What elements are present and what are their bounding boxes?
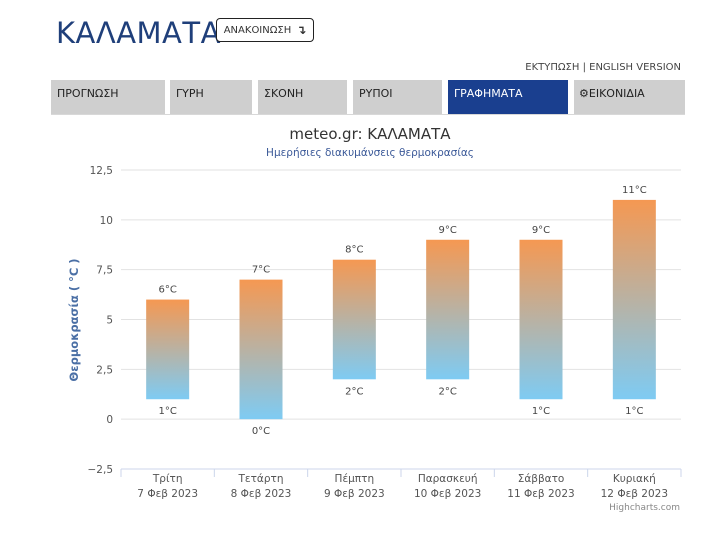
tab-label: ΓΥΡΗ	[176, 87, 204, 100]
tab-label: ΕΙΚΟΝΙΔΙΑ	[588, 87, 645, 100]
y-tick-label: 12,5	[90, 165, 113, 177]
x-tick-day: Πέμπτη	[335, 473, 375, 485]
arrow-down-icon: ↴	[296, 23, 307, 37]
x-tick-day: Τετάρτη	[238, 473, 284, 485]
temperature-bar[interactable]	[239, 279, 283, 420]
low-temp-label: 1°C	[158, 406, 176, 417]
y-tick-label: 0	[106, 414, 113, 426]
tab-forecast[interactable]: ΠΡΟΓΝΩΣΗ	[51, 80, 165, 114]
announcement-label: ΑΝΑΚΟΙΝΩΣΗ	[223, 24, 292, 36]
y-tick-label: 5	[106, 315, 113, 327]
x-tick-date: 7 Φεβ 2023	[137, 488, 198, 500]
temperature-bar[interactable]	[426, 239, 470, 380]
tab-charts[interactable]: ΓΡΑΦΗΜΑΤΑ	[448, 80, 568, 114]
y-tick-label: 2,5	[96, 364, 113, 376]
low-temp-label: 2°C	[345, 386, 363, 397]
x-tick-date: 10 Φεβ 2023	[414, 488, 481, 500]
tab-bar: ΠΡΟΓΝΩΣΗ ΓΥΡΗ ΣΚΟΝΗ ΡΥΠΟΙ ΓΡΑΦΗΜΑΤΑ ⚙ΕΙΚ…	[51, 80, 685, 115]
y-tick-label: −2,5	[88, 464, 114, 476]
high-temp-label: 11°C	[622, 185, 647, 196]
link-separator: |	[579, 62, 590, 73]
x-tick-day: Σάββατο	[518, 473, 565, 485]
tab-label: ΠΡΟΓΝΩΣΗ	[57, 87, 119, 100]
temperature-bar[interactable]	[519, 239, 563, 400]
page-title: ΚΑΛΑΜΑΤΑ	[56, 16, 221, 50]
x-tick-day: Τρίτη	[152, 473, 183, 485]
x-tick-date: 9 Φεβ 2023	[324, 488, 385, 500]
top-links: ΕΚΤΥΠΩΣΗ | ENGLISH VERSION	[525, 62, 681, 73]
low-temp-label: 0°C	[252, 426, 270, 437]
tab-pollen[interactable]: ΓΥΡΗ	[170, 80, 252, 114]
x-tick-date: 12 Φεβ 2023	[601, 488, 668, 500]
announcement-button[interactable]: ΑΝΑΚΟΙΝΩΣΗ ↴	[216, 18, 314, 42]
x-tick-day: Κυριακή	[613, 473, 656, 485]
low-temp-label: 2°C	[438, 386, 456, 397]
tab-label: ΓΡΑΦΗΜΑΤΑ	[454, 87, 523, 100]
high-temp-label: 7°C	[252, 265, 270, 276]
low-temp-label: 1°C	[532, 406, 550, 417]
tab-icons[interactable]: ⚙ΕΙΚΟΝΙΔΙΑ	[574, 80, 685, 114]
highcharts-credits[interactable]: Highcharts.com	[609, 503, 680, 513]
english-version-link[interactable]: ENGLISH VERSION	[589, 62, 681, 73]
low-temp-label: 1°C	[625, 406, 643, 417]
y-tick-label: 7,5	[96, 265, 113, 277]
print-link[interactable]: ΕΚΤΥΠΩΣΗ	[525, 62, 580, 73]
tab-label: ΣΚΟΝΗ	[264, 87, 304, 100]
temperature-bar[interactable]	[612, 199, 656, 400]
tab-pollutants[interactable]: ΡΥΠΟΙ	[353, 80, 442, 114]
y-tick-label: 10	[100, 215, 113, 227]
chart-title: meteo.gr: ΚΑΛΑΜΑΤΑ	[289, 125, 451, 143]
tab-divider	[51, 114, 685, 115]
y-axis-label: Θερμοκρασία ( °C )	[67, 258, 81, 381]
x-tick-date: 11 Φεβ 2023	[507, 488, 574, 500]
high-temp-label: 9°C	[532, 225, 550, 236]
x-tick-date: 8 Φεβ 2023	[231, 488, 292, 500]
tab-dust[interactable]: ΣΚΟΝΗ	[258, 80, 347, 114]
tab-label: ΡΥΠΟΙ	[359, 87, 393, 100]
chart-subtitle: Ημερήσιες διακυμάνσεις θερμοκρασίας	[266, 147, 474, 159]
high-temp-label: 6°C	[158, 285, 176, 296]
gear-icon: ⚙	[579, 87, 589, 100]
x-tick-day: Παρασκευή	[418, 473, 478, 485]
high-temp-label: 9°C	[438, 225, 456, 236]
temperature-bar[interactable]	[146, 299, 190, 400]
temperature-bar[interactable]	[332, 259, 376, 380]
high-temp-label: 8°C	[345, 245, 363, 256]
